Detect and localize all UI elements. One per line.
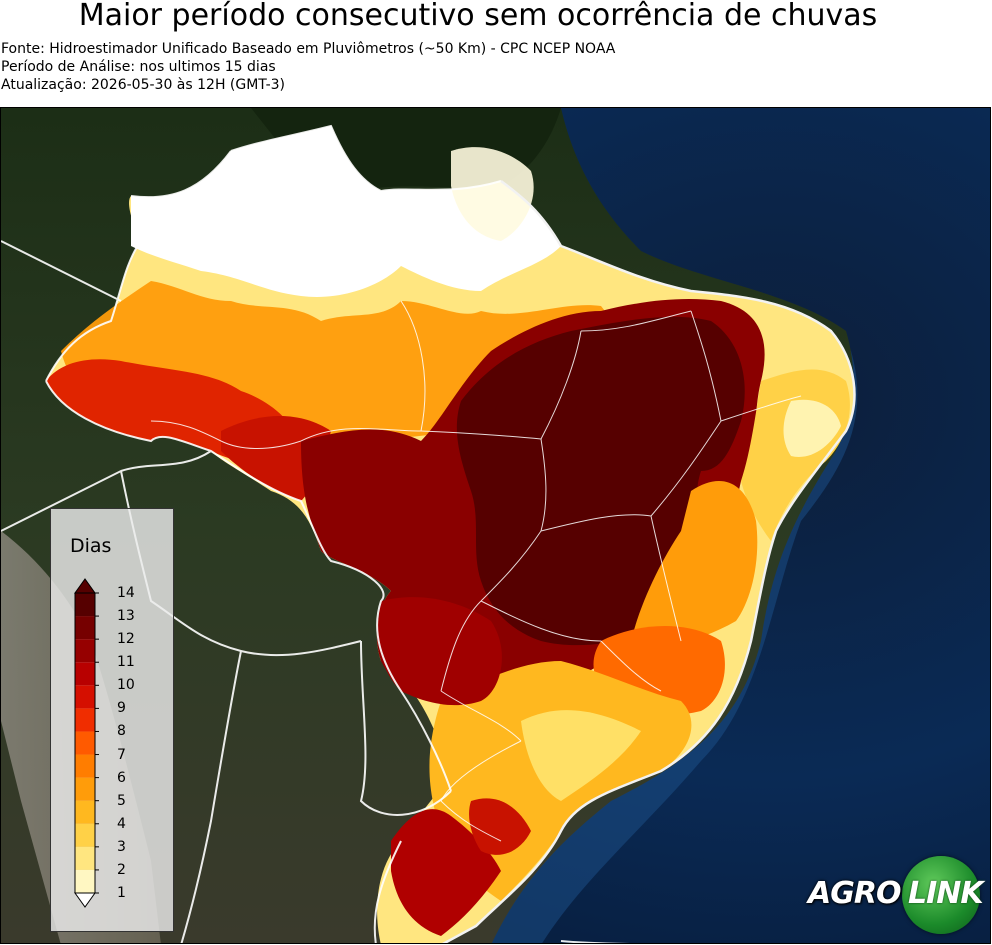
colorbar-segment	[75, 731, 95, 755]
legend-title: Dias	[70, 535, 112, 557]
colorbar-segment	[75, 708, 95, 732]
logo-circle	[902, 856, 980, 934]
country-borders	[1, 124, 630, 943]
colorbar-tick-label: 4	[117, 815, 126, 832]
colorbar-tick-label: 5	[117, 792, 126, 809]
colorbar-segment	[75, 685, 95, 709]
colorbar-segment	[75, 754, 95, 778]
colorbar-tick-label: 2	[117, 861, 126, 878]
colorbar-tick-label: 1	[117, 885, 126, 901]
colorbar-tick-label: 7	[117, 746, 126, 763]
analysis-period: Período de Análise: nos ultimos 15 dias	[1, 59, 276, 75]
legend: Dias 1 2 3 4 5 6 7 8 9 10 11 12 13 14	[50, 508, 174, 932]
colorbar-outline	[74, 592, 96, 894]
colorbar-tick-label: 10	[117, 677, 135, 694]
colorbar-segment	[75, 777, 95, 801]
colorbar-segment	[75, 823, 95, 847]
logo-text-agro: AGRO	[808, 876, 901, 911]
zone-1-day	[131, 126, 561, 297]
colorbar-max-arrow	[74, 578, 96, 594]
colorbar-segment	[75, 846, 95, 870]
colorbar-tick-label: 12	[117, 631, 135, 648]
colorbar-tick-label: 6	[117, 769, 126, 786]
colorbar-segment	[75, 800, 95, 824]
colorbar-tick-label: 14	[117, 585, 135, 601]
colorbar-min-arrow	[74, 892, 96, 908]
logo-text-link: LINK	[908, 876, 984, 911]
colorbar-segment	[75, 662, 95, 686]
zone-4-day-coast-south	[521, 710, 641, 801]
map-title: Maior período consecutivo sem ocorrência…	[78, 0, 878, 33]
map-panel	[0, 107, 991, 944]
colorbar-tick-label: 3	[117, 838, 126, 855]
colorbar-segment	[75, 593, 95, 617]
data-source: Fonte: Hidroestimador Unificado Baseado …	[1, 41, 616, 57]
zone-10-day-south	[469, 798, 531, 855]
colorbar-tick-label: 9	[117, 700, 126, 717]
zone-8-day-bahia	[631, 481, 758, 645]
zone-11-day-south	[391, 809, 501, 936]
colorbar-tick-label: 11	[117, 654, 135, 671]
colorbar-tick-label: 13	[117, 608, 135, 625]
zone-10-day-band	[377, 597, 502, 706]
colorbar-tick-label: 8	[117, 723, 126, 740]
update-time: Atualização: 2026-05-30 às 12H (GMT-3)	[1, 77, 285, 93]
colorbar-segment	[75, 616, 95, 640]
colorbar-segment	[75, 639, 95, 663]
zone-3-day-coast	[783, 399, 841, 457]
zone-2-day-amapa	[451, 147, 534, 241]
state-borders	[150, 125, 802, 842]
colorbar-segment	[75, 869, 95, 893]
colorbar	[74, 578, 99, 908]
brazil-drought-map	[1, 108, 990, 943]
agrolink-logo: AGRO LINK	[808, 856, 984, 934]
coastline	[442, 180, 856, 943]
